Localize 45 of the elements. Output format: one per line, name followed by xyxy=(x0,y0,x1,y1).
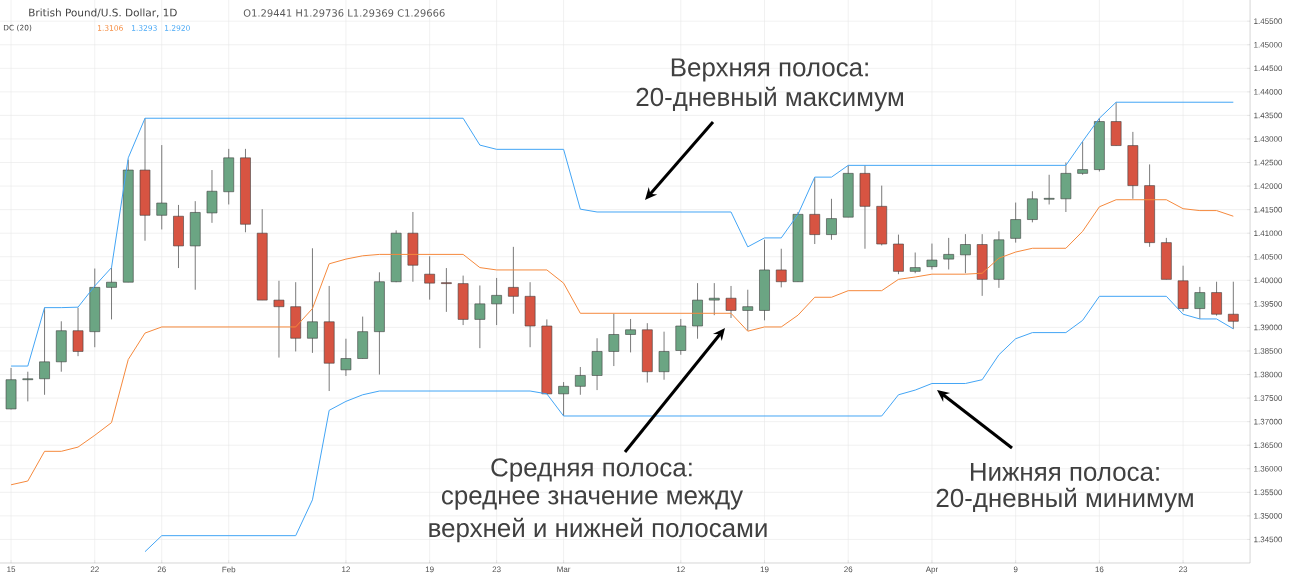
candlestick xyxy=(608,313,620,367)
candlestick xyxy=(206,169,218,224)
candlestick xyxy=(1043,174,1055,205)
candlestick xyxy=(708,282,720,316)
candlestick xyxy=(156,144,168,230)
candlestick xyxy=(625,318,636,353)
candlestick xyxy=(273,280,285,358)
candlestick xyxy=(22,371,34,402)
candlestick xyxy=(1194,286,1206,320)
text: British Pound/U.S. Dollar, 1D xyxy=(29,8,177,18)
annotation: Нижняя полоса: xyxy=(970,462,1159,482)
candlestick xyxy=(926,243,938,270)
candlestick xyxy=(809,177,821,245)
annotation: Средняя полоса: xyxy=(491,458,692,482)
candlestick xyxy=(307,247,318,354)
candlestick xyxy=(658,331,670,381)
candlestick xyxy=(558,381,569,417)
candlestick xyxy=(72,307,84,357)
annotation: 20-дневный максимум xyxy=(636,86,903,112)
candlestick xyxy=(960,233,971,274)
annotation: среднее значение между xyxy=(441,490,744,510)
candlestick xyxy=(106,267,117,320)
annotation: 20-дневный минимум xyxy=(936,487,1193,513)
candlestick xyxy=(441,267,452,313)
candlestick xyxy=(725,285,737,319)
candlestick xyxy=(424,255,435,301)
candlestick xyxy=(575,366,586,396)
candlestick xyxy=(508,246,519,315)
candlestick xyxy=(340,338,352,377)
candlestick xyxy=(909,252,921,274)
candlestick xyxy=(474,285,486,349)
text: O1.29441 H1.29736 L1.29369 C1.29666 xyxy=(243,9,445,17)
candlestick xyxy=(1211,281,1222,317)
candlestick xyxy=(1027,190,1038,223)
annotation: верхней и нижней полосами xyxy=(429,517,767,543)
candlestick xyxy=(39,307,50,396)
candlestick xyxy=(491,277,502,326)
candlestick xyxy=(1010,202,1021,244)
candlestick xyxy=(742,289,754,332)
candlestick xyxy=(775,248,787,288)
candlestick xyxy=(943,237,955,270)
annotation: Верхняя полоса: xyxy=(671,58,868,82)
candlestick xyxy=(826,198,837,241)
candlestick xyxy=(1077,140,1088,176)
candlestick xyxy=(1228,281,1239,330)
